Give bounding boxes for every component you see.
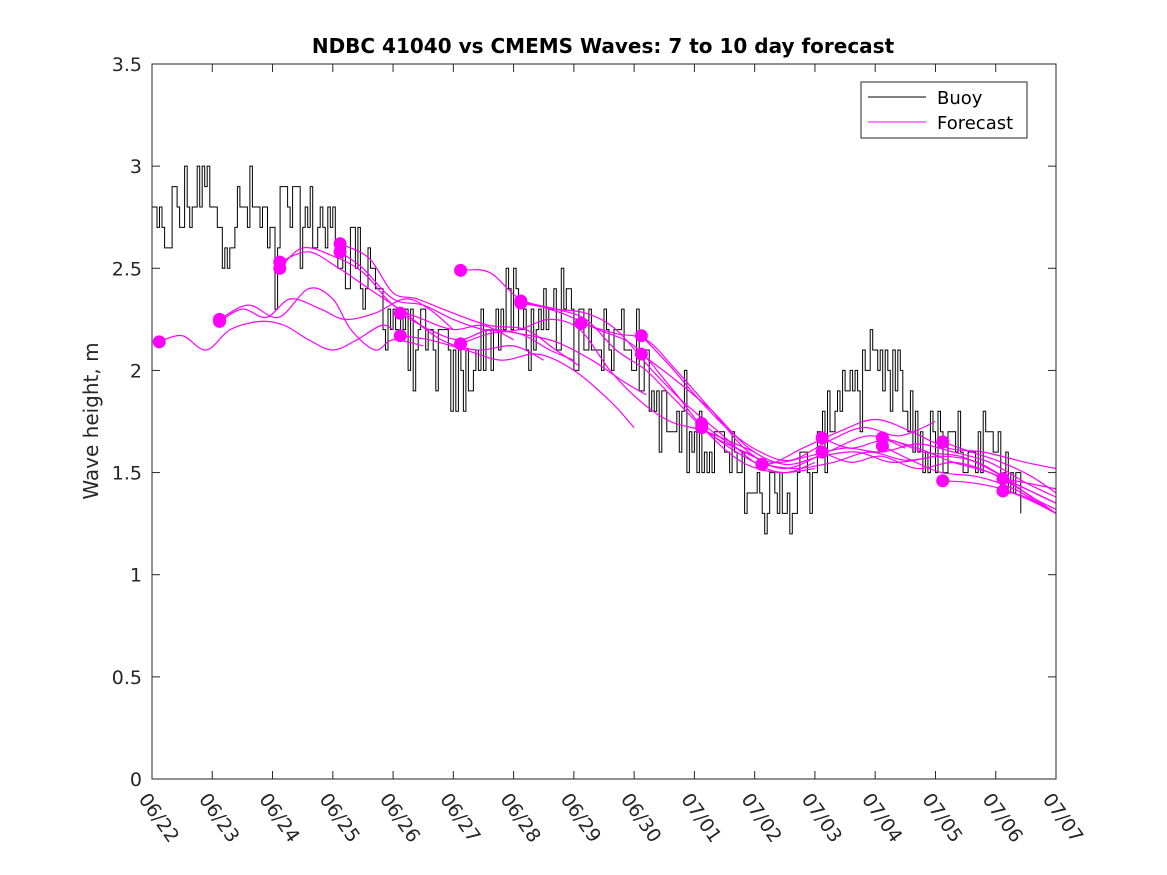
forecast-run-line [400,335,635,429]
y-tick-label: 0 [130,769,142,791]
y-axis-ticks: 0 0.5 1 1.5 2 2.5 3 3.5 [112,54,1056,791]
forecast-run-line [159,320,394,351]
y-tick-label: 0.5 [112,667,142,689]
forecast-run-line [882,445,1056,514]
forecast-run-line [580,322,906,470]
forecast-start-marker [212,312,226,326]
y-tick-label: 3.5 [112,54,142,76]
forecast-start-marker [574,316,588,330]
axes-box [151,63,1057,780]
forecast-start-marker [815,431,829,445]
forecast-start-marker [996,472,1010,486]
forecast-start-marker [152,335,166,349]
buoy-line [152,165,1022,535]
forecast-run-line [339,243,581,367]
legend-buoy-label: Buoy [937,88,983,109]
forecast-start-marker [936,474,950,488]
forecast-start-marker [634,329,648,343]
forecast-run-line [882,437,1056,504]
forecast-run-line [460,318,755,453]
y-tick-label: 3 [130,156,142,178]
forecast-start-marker [454,337,468,351]
forecast-run-line [339,251,575,361]
forecast-start-marker [514,294,528,308]
legend-box [860,81,1028,139]
forecast-start-marker [936,435,950,449]
forecast-start-marker [755,457,769,471]
forecast-run-line [520,300,815,474]
legend: Buoy Forecast [860,81,1028,139]
y-tick-label: 1.5 [112,463,142,485]
forecast-start-marker [815,445,829,459]
forecast-run-line [641,353,936,466]
forecast-start-marker [996,484,1010,498]
forecast-start-marker [393,329,407,343]
y-tick-label: 2 [130,360,142,382]
forecast-run-line [520,302,816,474]
axes [151,63,1057,780]
legend-forecast-label: Forecast [937,113,1013,134]
forecast-run-line [219,298,454,331]
forecast-run-line [219,287,424,351]
buoy-series [152,165,1022,535]
y-tick-label: 1 [130,565,142,587]
forecast-start-marker [634,347,648,361]
chart-title: NDBC 41040 vs CMEMS Waves: 7 to 10 day f… [312,34,895,58]
forecast-run-line [942,441,1056,494]
forecast-start-marker [393,306,407,320]
forecast-start-marker [454,263,468,277]
forecast-run-line [460,269,755,457]
forecast-start-marker [875,431,889,445]
forecast-start-marker [695,417,709,431]
forecast-start-marker [273,255,287,269]
plot-area [152,64,1056,779]
y-axis-label: Wave height, m [79,342,103,499]
y-tick-label: 2.5 [112,258,142,280]
forecast-start-markers [152,237,1010,498]
forecast-run-line [821,437,1056,510]
forecast-start-marker [333,237,347,251]
plot-background [152,64,1056,779]
